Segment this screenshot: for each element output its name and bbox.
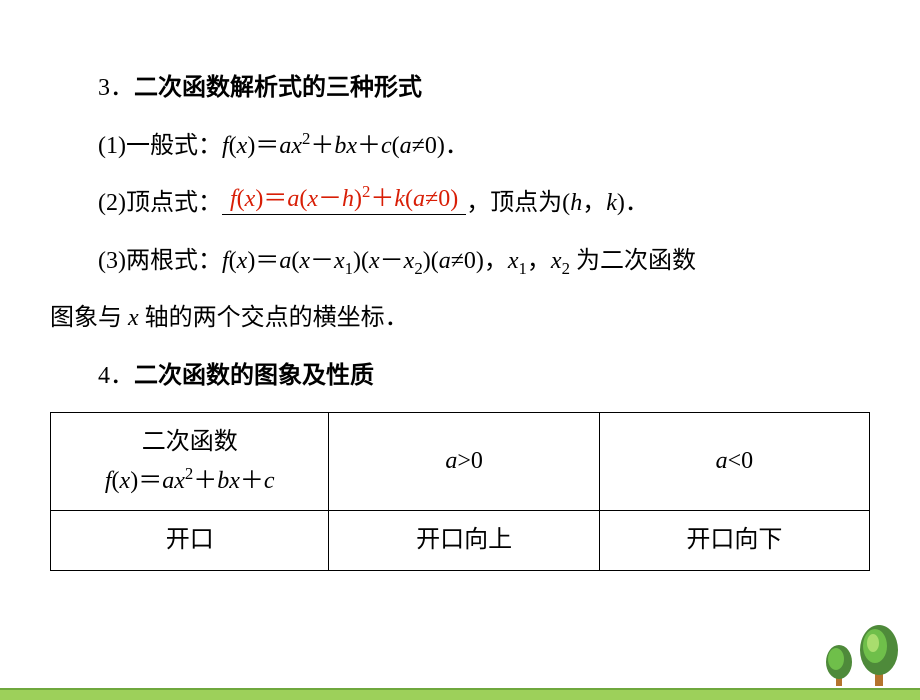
tree-icon (824, 640, 854, 686)
properties-table: 二次函数 f(x)＝ax2＋bx＋c a>0 a<0 开口 开口向上 开口向下 (50, 412, 870, 571)
cell-a-pos: a>0 (329, 412, 599, 511)
tree-icon (858, 622, 900, 686)
item-3-1: (1)一般式：f(x)＝ax2＋bx＋c(a≠0)． (50, 118, 870, 176)
cell-open-label: 开口 (51, 511, 329, 570)
table-row: 二次函数 f(x)＝ax2＋bx＋c a>0 a<0 (51, 412, 870, 511)
section-4-heading: 4．二次函数的图象及性质 (50, 348, 870, 406)
title-3: 二次函数解析式的三种形式 (134, 75, 422, 101)
cell-open-up: 开口向上 (329, 511, 599, 570)
grass-decoration (0, 688, 920, 700)
num-3: 3． (98, 75, 134, 101)
cell-header: 二次函数 f(x)＝ax2＋bx＋c (51, 412, 329, 511)
num-4: 4． (98, 363, 134, 389)
cell-a-neg: a<0 (599, 412, 869, 511)
item-3-3-cont: 图象与 x 轴的两个交点的横坐标． (50, 290, 870, 348)
item-3-2: (2)顶点式：f(x)＝a(x－h)2＋k(a≠0)，顶点为(h，k)． (50, 175, 870, 233)
item-3-3: (3)两根式：f(x)＝a(x－x1)(x－x2)(a≠0)，x1，x2 为二次… (50, 233, 870, 291)
vertex-form-blank: f(x)＝a(x－h)2＋k(a≠0) (222, 182, 466, 215)
title-4: 二次函数的图象及性质 (134, 363, 374, 389)
table-row: 开口 开口向上 开口向下 (51, 511, 870, 570)
trees-decoration (824, 622, 900, 686)
main-content: 3．二次函数解析式的三种形式 (1)一般式：f(x)＝ax2＋bx＋c(a≠0)… (0, 0, 920, 406)
cell-open-down: 开口向下 (599, 511, 869, 570)
section-3-heading: 3．二次函数解析式的三种形式 (50, 60, 870, 118)
